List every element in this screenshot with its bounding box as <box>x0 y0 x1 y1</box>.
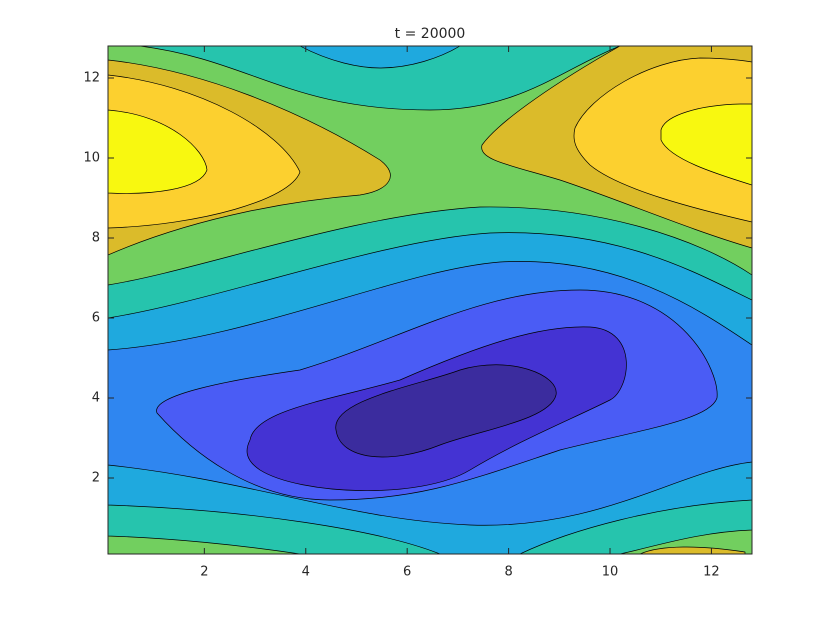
contour-region <box>139 46 621 111</box>
contour-region <box>660 103 752 186</box>
y-tick-label: 6 <box>92 311 100 326</box>
contour-fill <box>108 46 752 554</box>
x-tick-label: 6 <box>403 565 411 580</box>
y-tick-label: 8 <box>92 231 100 246</box>
y-tick-label: 2 <box>92 471 100 486</box>
y-tick-label: 12 <box>83 71 100 86</box>
x-tick-label: 10 <box>602 565 619 580</box>
contour-region <box>639 546 746 554</box>
x-tick-label: 8 <box>504 565 512 580</box>
y-tick-label: 4 <box>92 391 100 406</box>
contour-region <box>108 109 208 194</box>
y-tick-label: 10 <box>83 151 100 166</box>
x-tick-label: 4 <box>302 565 310 580</box>
contour-region <box>335 364 557 458</box>
contour-region <box>299 46 461 69</box>
axes-box <box>107 45 753 555</box>
x-tick-label: 2 <box>200 565 208 580</box>
x-tick-label: 12 <box>703 565 720 580</box>
chart-title: t = 20000 <box>395 26 466 42</box>
